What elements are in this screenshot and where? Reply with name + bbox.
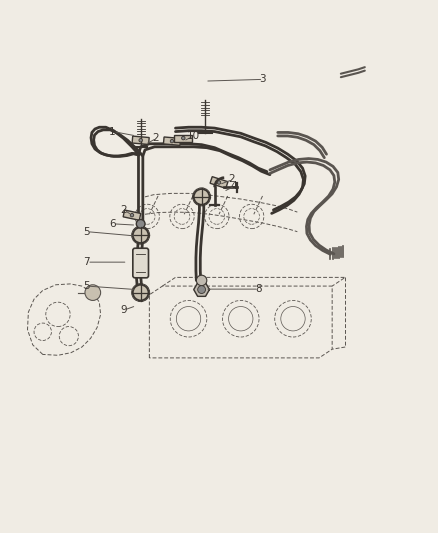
Polygon shape xyxy=(194,283,209,296)
Text: 2: 2 xyxy=(229,174,235,184)
Polygon shape xyxy=(210,176,228,188)
Polygon shape xyxy=(163,137,180,146)
Text: 10: 10 xyxy=(186,131,199,141)
Circle shape xyxy=(196,275,207,286)
Circle shape xyxy=(85,285,101,301)
Text: 2: 2 xyxy=(152,133,159,143)
Circle shape xyxy=(130,213,134,217)
Circle shape xyxy=(136,220,145,228)
Text: 4: 4 xyxy=(231,181,237,191)
Circle shape xyxy=(194,189,209,205)
Text: 8: 8 xyxy=(255,284,261,294)
Circle shape xyxy=(217,181,221,184)
Text: 1: 1 xyxy=(109,126,116,136)
Circle shape xyxy=(133,285,148,301)
Circle shape xyxy=(182,136,185,140)
Text: 7: 7 xyxy=(83,257,89,267)
Polygon shape xyxy=(174,135,192,142)
Polygon shape xyxy=(132,136,149,144)
Circle shape xyxy=(133,228,148,243)
Text: 5: 5 xyxy=(83,281,89,291)
Text: 6: 6 xyxy=(109,219,116,229)
Text: 2: 2 xyxy=(120,205,127,215)
Circle shape xyxy=(198,286,205,294)
FancyBboxPatch shape xyxy=(133,248,148,278)
Text: 5: 5 xyxy=(83,227,89,237)
Text: 9: 9 xyxy=(120,305,127,315)
Text: 3: 3 xyxy=(259,75,266,84)
Circle shape xyxy=(170,140,174,143)
Polygon shape xyxy=(123,210,141,220)
Circle shape xyxy=(139,139,142,142)
